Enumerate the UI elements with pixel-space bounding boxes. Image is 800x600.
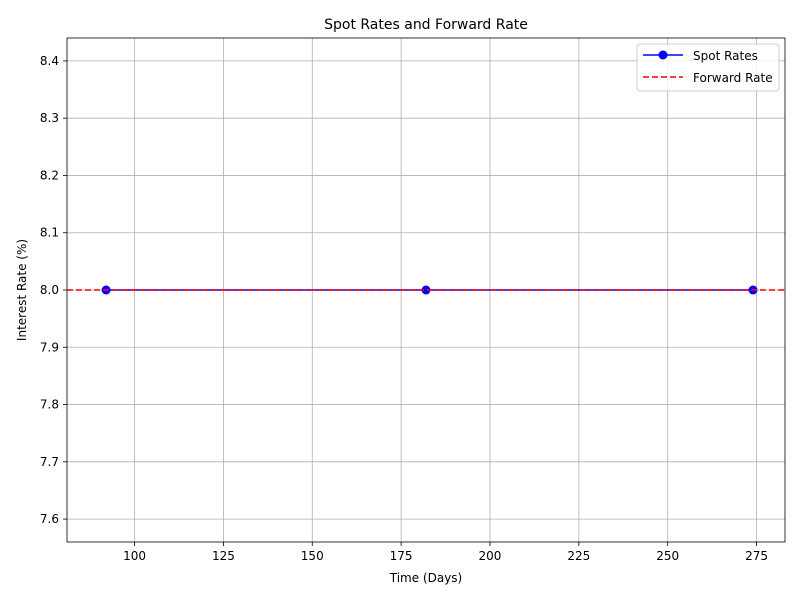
legend-spot-marker-icon (658, 50, 668, 60)
grid (67, 38, 785, 542)
y-tick-label: 7.8 (40, 398, 59, 412)
x-tick-label: 175 (390, 549, 413, 563)
chart-title: Spot Rates and Forward Rate (324, 17, 528, 33)
y-tick-label: 8.1 (40, 226, 59, 240)
y-tick-label: 8.3 (40, 111, 59, 125)
legend-forward-label: Forward Rate (693, 71, 773, 85)
x-axis-label: Time (Days) (389, 571, 463, 585)
x-tick-label: 200 (479, 549, 502, 563)
legend: Spot Rates Forward Rate (636, 43, 780, 92)
y-tick-label: 7.6 (40, 512, 59, 526)
spot-rate-point (421, 285, 431, 295)
x-tick-label: 150 (301, 549, 324, 563)
y-axis-ticks: 7.6 7.7 7.8 7.9 8.0 8.1 8.2 8.3 8.4 (40, 54, 67, 526)
x-axis-ticks: 100 125 150 175 200 225 250 275 (123, 542, 768, 563)
x-tick-label: 125 (212, 549, 235, 563)
y-tick-label: 7.9 (40, 340, 59, 354)
y-tick-label: 8.0 (40, 283, 59, 297)
x-tick-label: 250 (656, 549, 679, 563)
y-axis-label: Interest Rate (%) (15, 239, 29, 341)
x-tick-label: 225 (567, 549, 590, 563)
x-tick-label: 100 (123, 549, 146, 563)
legend-spot-label: Spot Rates (693, 49, 758, 63)
y-tick-label: 8.4 (40, 54, 59, 68)
plot-area (67, 285, 785, 295)
y-tick-label: 8.2 (40, 168, 59, 182)
y-tick-label: 7.7 (40, 455, 59, 469)
x-tick-label: 275 (745, 549, 768, 563)
